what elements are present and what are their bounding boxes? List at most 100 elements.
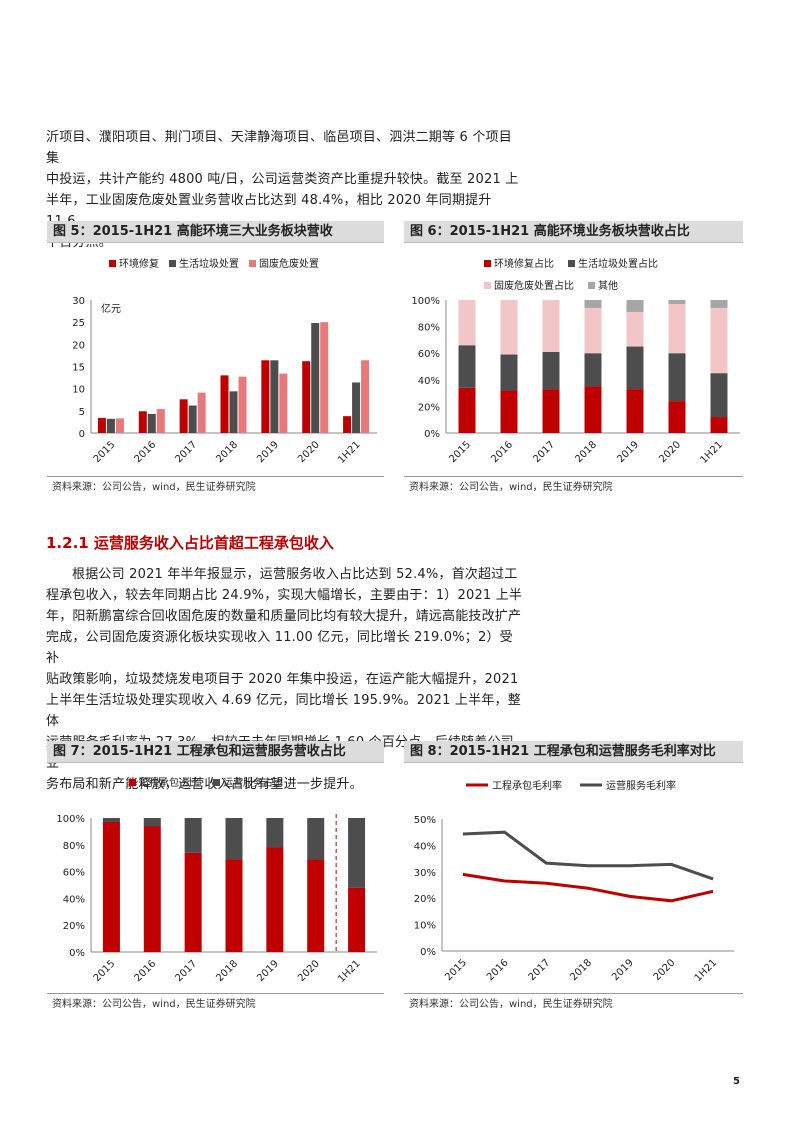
bar-环境修复占比: [710, 417, 728, 433]
body-line: 程承包收入，较去年同期占比 24.9%，实现大幅增长，主要由于：1）2021 上…: [46, 588, 523, 603]
figure-7-source: 资料来源：公司公告，wind，民生证券研究院: [52, 999, 256, 1010]
bar-运营服务占比: [348, 818, 366, 888]
legend-label: 运营服务毛利率: [606, 779, 676, 792]
legend-label: 固废危废处置: [259, 257, 319, 270]
bar-生活垃圾处置占比: [584, 353, 602, 387]
y-tick-label: 0: [79, 429, 85, 440]
legend-swatch: [213, 779, 220, 786]
legend-swatch: [109, 260, 116, 267]
x-tick-label: 2018: [568, 957, 594, 983]
page-number: 5: [733, 1076, 740, 1087]
bar-环境修复: [220, 375, 229, 433]
figure-8-title: 图 8：2015-1H21 工程承包和运营服务毛利率对比: [404, 741, 743, 763]
bar-生活垃圾处置占比: [542, 351, 560, 390]
legend-swatch: [484, 260, 491, 267]
body-paragraph: 根据公司 2021 年半年报显示，运营服务收入占比达到 52.4%，首次超过工 …: [46, 564, 524, 795]
y-tick-label: 60%: [63, 868, 85, 879]
bar-运营服务占比: [266, 818, 284, 848]
bar-固废危废处置: [197, 392, 206, 433]
intro-line: 中投运，共计产能约 4800 吨/日，公司运营类资产比重提升较快。截至 2021…: [46, 172, 519, 187]
x-tick-label: 2016: [133, 439, 159, 465]
legend-swatch: [588, 282, 595, 289]
y-tick-label: 100%: [411, 296, 440, 307]
bar-环境修复占比: [500, 390, 518, 433]
bar-运营服务占比: [143, 818, 161, 827]
bar-工程承包占比: [225, 859, 243, 952]
y-tick-label: 30%: [414, 868, 436, 879]
body-line: 年，阳新鹏富综合回收固危废的数量和质量同比均有较大提升，靖远高能技改扩产: [46, 609, 522, 624]
x-tick-label: 2018: [214, 958, 240, 984]
bar-生活垃圾处置: [188, 405, 197, 433]
section-heading: 1.2.1 运营服务收入占比首超工程承包收入: [46, 534, 334, 552]
x-tick-label: 2018: [573, 439, 599, 465]
figure-5-source: 资料来源：公司公告，wind，民生证券研究院: [52, 482, 256, 493]
legend-label: 环境修复占比: [494, 257, 554, 270]
bar-固废危废处置: [238, 376, 247, 433]
bar-其他: [584, 300, 602, 308]
bar-固废危废处置占比: [542, 300, 560, 352]
source-divider: [404, 993, 743, 994]
y-tick-label: 20%: [63, 921, 85, 932]
x-tick-label: 2015: [92, 439, 118, 465]
x-tick-label: 2018: [214, 439, 240, 465]
legend-swatch: [169, 260, 176, 267]
bar-生活垃圾处置占比: [458, 345, 476, 388]
bar-其他: [710, 300, 728, 308]
y-tick-label: 40%: [63, 894, 85, 905]
bar-生活垃圾处置占比: [626, 346, 644, 390]
bar-环境修复: [179, 399, 188, 433]
bar-生活垃圾处置占比: [668, 353, 686, 402]
bar-工程承包占比: [266, 847, 284, 952]
x-tick-label: 2020: [652, 957, 678, 983]
y-tick-label: 40%: [414, 841, 436, 852]
body-line: 根据公司 2021 年半年报显示，运营服务收入占比达到 52.4%，首次超过工: [72, 567, 518, 582]
x-tick-label: 2017: [173, 958, 199, 984]
bar-其他: [668, 300, 686, 304]
legend-label: 其他: [598, 279, 618, 292]
bar-环境修复: [343, 416, 352, 433]
x-tick-label: 1H21: [336, 439, 363, 466]
figure-6-source: 资料来源：公司公告，wind，民生证券研究院: [409, 482, 613, 493]
bar-固废危废处置: [320, 322, 329, 433]
legend-label: 固废危废处置占比: [494, 279, 574, 292]
y-tick-label: 5: [79, 407, 85, 418]
y-tick-label: 100%: [56, 814, 85, 825]
bar-生活垃圾处置占比: [500, 354, 518, 391]
legend-label: 生活垃圾处置占比: [578, 257, 658, 270]
x-tick-label: 2019: [255, 439, 281, 465]
legend-label: 运营服务占比: [223, 776, 283, 789]
x-tick-label: 2019: [255, 958, 281, 984]
x-tick-label: 2016: [485, 957, 511, 983]
bar-生活垃圾处置: [352, 382, 361, 433]
x-tick-label: 2015: [443, 957, 469, 983]
bar-工程承包占比: [307, 859, 325, 952]
bar-工程承包占比: [143, 826, 161, 952]
chart-contract-vs-operation-share: 工程承包占比 运营服务占比 0% 20% 40% 60% 80% 100% 2015 2016 20…: [56, 776, 377, 985]
bar-运营服务占比: [225, 818, 243, 860]
intro-line: 沂项目、濮阳项目、荆门项目、天津静海项目、临邑项目、泗洪二期等 6 个项目集: [46, 130, 512, 166]
x-tick-label: 2019: [610, 957, 636, 983]
x-tick-label: 2016: [489, 439, 515, 465]
y-tick-label: 20: [72, 340, 85, 351]
bar-运营服务占比: [307, 818, 325, 860]
source-divider: [47, 993, 384, 994]
line-工程承包毛利率: [462, 872, 714, 903]
legend-label: 工程承包毛利率: [492, 779, 562, 792]
bar-工程承包占比: [102, 822, 120, 952]
y-tick-label: 10%: [414, 921, 436, 932]
figure-8-source: 资料来源：公司公告，wind，民生证券研究院: [409, 999, 613, 1010]
body-line: 完成，公司固危废资源化板块实现收入 11.00 亿元，同比增长 219.0%；2…: [46, 630, 513, 666]
y-tick-label: 25: [72, 318, 85, 329]
y-tick-label: 0%: [69, 948, 85, 959]
y-tick-label: 20%: [418, 402, 440, 413]
legend-swatch: [568, 260, 575, 267]
bar-生活垃圾处置: [229, 391, 238, 433]
bar-工程承包占比: [348, 887, 366, 952]
bar-固废危废处置: [115, 418, 124, 433]
bar-工程承包占比: [184, 852, 202, 952]
figure-6-title: 图 6：2015-1H21 高能环境业务板块营收占比: [404, 221, 743, 243]
source-divider: [47, 476, 384, 477]
x-tick-label: 1H21: [699, 439, 726, 466]
bar-固废危废处置占比: [458, 300, 476, 346]
